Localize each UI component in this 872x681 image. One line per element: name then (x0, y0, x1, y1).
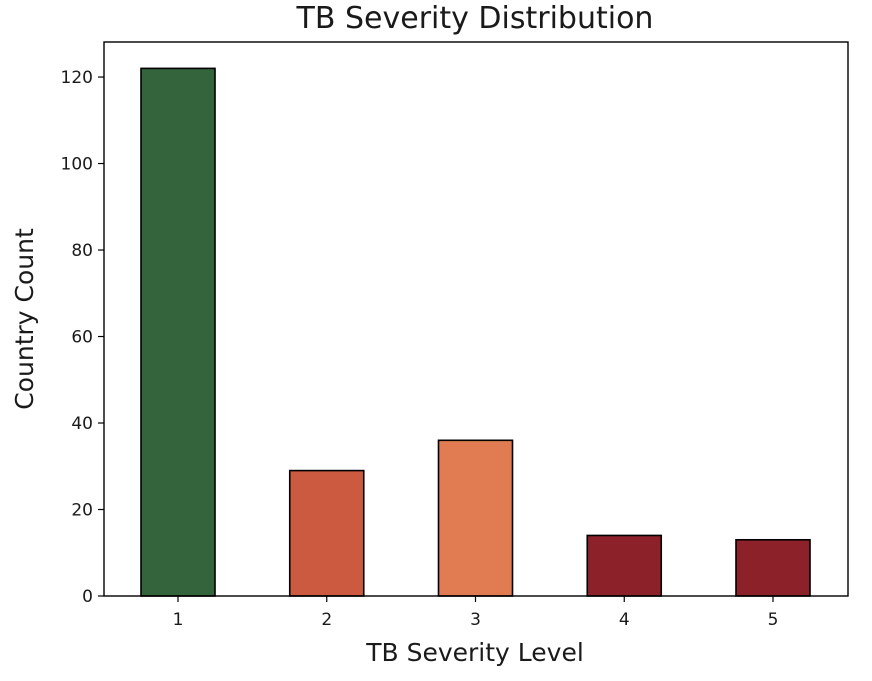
x-tick-label: 3 (470, 610, 481, 630)
chart-title: TB Severity Distribution (296, 1, 654, 36)
bar-level-1 (140, 67, 216, 597)
bars-group (140, 67, 811, 597)
y-tick-label: 40 (71, 414, 93, 434)
y-axis-label: Country Count (10, 228, 39, 410)
y-tick-label: 120 (61, 68, 93, 88)
y-tick-label: 20 (71, 501, 93, 521)
bar-level-5 (735, 538, 811, 597)
y-tick-label: 100 (61, 155, 93, 175)
y-axis: 0 20 40 60 80 100 120 (61, 68, 104, 607)
bar-level-4 (586, 534, 663, 597)
y-tick-label: 60 (71, 328, 93, 348)
y-tick-label: 80 (71, 241, 93, 261)
bar-level-2 (288, 469, 365, 597)
y-tick-label: 0 (82, 587, 93, 607)
x-tick-label: 4 (619, 610, 630, 630)
x-tick-label: 2 (321, 610, 332, 630)
x-tick-label: 5 (768, 610, 779, 630)
bar-level-3 (437, 439, 514, 597)
x-axis-label: TB Severity Level (365, 638, 584, 667)
x-tick-label: 1 (173, 610, 184, 630)
x-axis: 1 2 3 4 5 (173, 596, 779, 630)
plot-frame (103, 41, 849, 597)
